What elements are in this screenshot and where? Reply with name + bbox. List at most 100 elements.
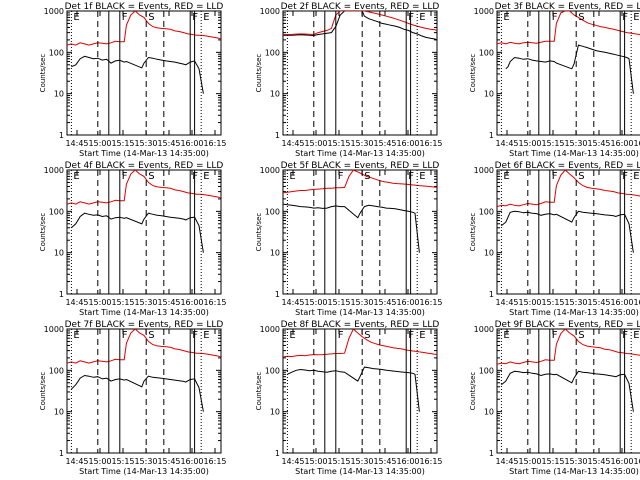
x-axis-label: Start Time (14-Mar-13 14:35:00) — [295, 149, 425, 158]
series-events-line — [71, 212, 204, 253]
x-tick-label: 16:00 — [396, 298, 419, 307]
x-tick-label: 15:30 — [564, 457, 587, 466]
panel-title: Det 9f BLACK = Events, RED = LLD — [495, 320, 640, 330]
x-tick-label: 14:45 — [495, 298, 518, 307]
boundary-label: E — [503, 171, 509, 182]
series-events-line — [287, 366, 420, 412]
y-tick-label: 1000 — [474, 7, 494, 16]
panel-title: Det 6f BLACK = Events, RED = LLD — [495, 161, 640, 171]
boundary-label: S — [578, 12, 584, 23]
boundary-label: E — [503, 330, 509, 341]
plot-frame — [66, 10, 222, 136]
x-axis-label: Start Time (14-Mar-13 14:35:00) — [295, 467, 425, 476]
y-tick-label: 100 — [479, 207, 494, 216]
panel-2: Det 2f BLACK = Events, RED = LLD 1 10 100 10… — [255, 2, 443, 158]
y-tick-label: 100 — [265, 366, 280, 375]
plot-data — [283, 329, 437, 412]
boundary-label: E — [633, 330, 639, 341]
boundary-label: F — [338, 171, 344, 182]
boundary-label: E — [73, 171, 79, 182]
plot-data — [67, 329, 221, 412]
boundary-label: E — [633, 171, 639, 182]
boundary-label: E — [203, 171, 209, 182]
y-tick-label: 1 — [275, 131, 280, 140]
x-tick-label: 15:30 — [564, 139, 587, 148]
x-tick-label: 14:45 — [281, 298, 304, 307]
y-tick-label: 100 — [265, 48, 280, 57]
x-tick-label: 15:15 — [111, 139, 134, 148]
panel-title: Det 3f BLACK = Events, RED = LLD — [495, 2, 640, 12]
y-axis-label: Counts/sec — [255, 372, 263, 411]
plot-data — [283, 11, 437, 41]
boundary-label: F — [408, 12, 414, 23]
x-tick-label: 15:00 — [304, 139, 327, 148]
y-axis-label: Counts/sec — [469, 54, 477, 93]
x-axis-label: Start Time (14-Mar-13 14:35:00) — [509, 308, 639, 317]
y-tick-label: 1000 — [44, 7, 64, 16]
x-tick-label: 15:45 — [157, 139, 180, 148]
boundary-label: S — [148, 12, 154, 23]
panel-8: Det 8f BLACK = Events, RED = LLD 1 10 100 10… — [255, 320, 443, 476]
boundary-label: E — [633, 12, 639, 23]
series-lld-line — [67, 170, 221, 205]
series-lld-line — [497, 329, 640, 365]
x-tick-label: 15:00 — [304, 298, 327, 307]
boundary-label: F — [408, 330, 414, 341]
y-tick-label: 10 — [270, 90, 280, 99]
y-axis-label: Counts/sec — [255, 213, 263, 252]
boundary-label: S — [148, 330, 154, 341]
y-tick-label: 1000 — [260, 325, 280, 334]
y-tick-label: 1 — [489, 131, 494, 140]
boundary-label: S — [364, 171, 370, 182]
boundary-label: E — [289, 330, 295, 341]
x-tick-label: 16:15 — [203, 139, 226, 148]
series-lld-line — [497, 11, 640, 45]
y-axis-label: Counts/sec — [255, 54, 263, 93]
boundary-label: S — [364, 330, 370, 341]
y-tick-label: 1000 — [260, 166, 280, 175]
plot-frame — [282, 10, 438, 136]
x-tick-label: 15:30 — [134, 139, 157, 148]
plot-data — [67, 170, 221, 253]
y-tick-label: 10 — [54, 90, 64, 99]
y-tick-label: 100 — [265, 207, 280, 216]
y-tick-label: 1 — [489, 449, 494, 458]
x-tick-label: 15:30 — [350, 298, 373, 307]
boundary-label: E — [289, 171, 295, 182]
x-tick-label: 15:45 — [373, 457, 396, 466]
boundary-label: F — [122, 330, 128, 341]
series-lld-line — [67, 11, 221, 46]
x-tick-label: 15:00 — [88, 457, 111, 466]
plot-frame — [496, 328, 640, 454]
y-axis-label: Counts/sec — [39, 54, 47, 93]
x-tick-label: 15:15 — [327, 139, 350, 148]
y-axis-label: Counts/sec — [469, 213, 477, 252]
plot-data — [497, 11, 640, 94]
panel-4: Det 4f BLACK = Events, RED = LLD 1 10 100 10… — [39, 161, 227, 317]
x-tick-label: 16:15 — [633, 139, 640, 148]
x-tick-label: 14:45 — [65, 457, 88, 466]
series-lld-line — [283, 11, 437, 36]
boundary-label: S — [148, 171, 154, 182]
x-tick-label: 16:00 — [396, 457, 419, 466]
panel-1: Det 1f BLACK = Events, RED = LLD 1 10 100 10… — [39, 2, 227, 158]
y-tick-label: 100 — [49, 207, 64, 216]
series-events-line — [283, 203, 420, 253]
plot-frame — [496, 169, 640, 295]
y-tick-label: 10 — [54, 408, 64, 417]
y-tick-label: 1000 — [474, 166, 494, 175]
x-tick-label: 15:45 — [587, 457, 610, 466]
x-tick-label: 15:45 — [587, 298, 610, 307]
boundary-label: F — [192, 12, 198, 23]
x-tick-label: 15:15 — [327, 457, 350, 466]
panel-title: Det 5f BLACK = Events, RED = LLD — [281, 161, 440, 171]
boundary-label: E — [419, 171, 425, 182]
x-tick-label: 16:15 — [419, 139, 442, 148]
plot-data — [497, 329, 640, 412]
panel-3: Det 3f BLACK = Events, RED = LLD 1 10 100 10… — [469, 2, 640, 158]
panel-title: Det 7f BLACK = Events, RED = LLD — [65, 320, 224, 330]
boundary-label: F — [122, 171, 128, 182]
boundary-label: S — [578, 330, 584, 341]
y-tick-label: 1000 — [260, 7, 280, 16]
x-tick-label: 15:00 — [518, 457, 541, 466]
